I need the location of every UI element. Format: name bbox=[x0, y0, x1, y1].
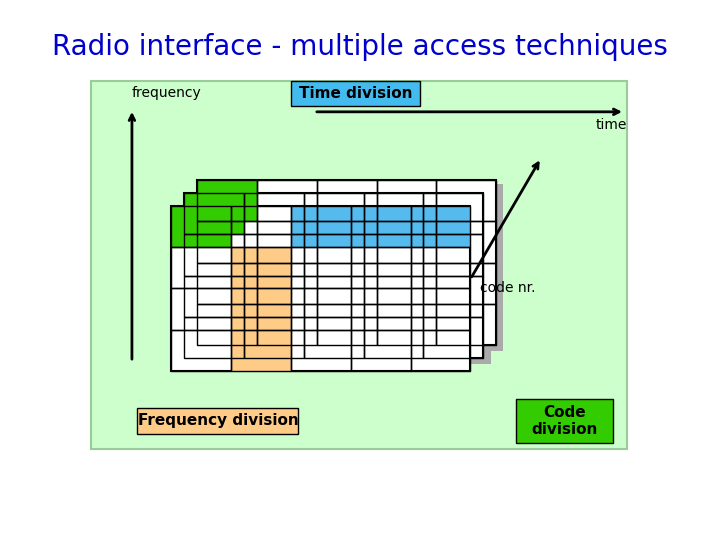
Bar bbox=[188, 197, 490, 364]
Bar bbox=[197, 221, 257, 262]
Bar bbox=[171, 206, 231, 247]
Bar bbox=[231, 206, 291, 247]
Bar bbox=[423, 275, 483, 317]
Bar bbox=[244, 317, 304, 358]
Bar bbox=[351, 288, 410, 330]
Bar bbox=[317, 221, 377, 262]
Bar bbox=[317, 304, 377, 346]
Bar bbox=[257, 180, 317, 221]
Bar bbox=[184, 234, 244, 275]
Bar bbox=[351, 206, 410, 247]
Bar bbox=[197, 304, 257, 346]
Bar bbox=[257, 221, 317, 262]
Bar bbox=[257, 304, 317, 346]
Bar bbox=[291, 247, 351, 288]
Bar bbox=[377, 304, 436, 346]
Bar bbox=[171, 206, 470, 371]
Bar bbox=[257, 262, 317, 304]
Bar bbox=[184, 275, 244, 317]
Text: frequency: frequency bbox=[132, 86, 202, 100]
Text: Frequency division: Frequency division bbox=[138, 413, 298, 428]
Bar bbox=[351, 330, 410, 371]
FancyBboxPatch shape bbox=[138, 408, 298, 434]
Bar bbox=[244, 234, 304, 275]
Bar bbox=[231, 247, 291, 288]
Bar bbox=[231, 288, 291, 330]
Bar bbox=[410, 206, 470, 247]
Bar bbox=[436, 262, 496, 304]
Bar bbox=[423, 193, 483, 234]
Bar bbox=[410, 288, 470, 330]
Bar bbox=[304, 317, 364, 358]
Bar bbox=[171, 206, 231, 247]
Bar bbox=[436, 221, 496, 262]
Bar bbox=[364, 193, 423, 234]
Bar bbox=[231, 247, 291, 288]
FancyBboxPatch shape bbox=[516, 399, 613, 443]
Bar bbox=[304, 193, 364, 234]
Bar bbox=[244, 193, 304, 234]
Bar bbox=[231, 330, 291, 371]
Bar bbox=[436, 304, 496, 346]
Bar bbox=[201, 184, 503, 351]
Bar bbox=[377, 180, 436, 221]
Bar bbox=[377, 221, 436, 262]
Text: time: time bbox=[595, 118, 626, 132]
Bar bbox=[304, 275, 364, 317]
Bar bbox=[231, 288, 291, 330]
Bar bbox=[364, 275, 423, 317]
Bar bbox=[231, 330, 291, 371]
Bar bbox=[184, 193, 244, 234]
Bar bbox=[423, 234, 483, 275]
Text: Code
division: Code division bbox=[531, 404, 598, 437]
Bar bbox=[291, 206, 351, 247]
Bar bbox=[410, 206, 470, 247]
Bar bbox=[317, 180, 377, 221]
Bar bbox=[184, 317, 244, 358]
Bar bbox=[184, 193, 244, 234]
Bar bbox=[351, 247, 410, 288]
Bar bbox=[364, 234, 423, 275]
Bar bbox=[291, 206, 351, 247]
Bar bbox=[351, 206, 410, 247]
FancyBboxPatch shape bbox=[291, 80, 420, 106]
Bar bbox=[171, 288, 231, 330]
Text: code nr.: code nr. bbox=[480, 281, 535, 295]
Bar bbox=[377, 262, 436, 304]
Bar bbox=[410, 330, 470, 371]
Bar bbox=[317, 262, 377, 304]
Bar bbox=[423, 317, 483, 358]
Bar bbox=[171, 330, 231, 371]
Bar bbox=[197, 180, 496, 346]
Bar bbox=[304, 234, 364, 275]
FancyBboxPatch shape bbox=[91, 82, 626, 449]
Text: Radio interface - multiple access techniques: Radio interface - multiple access techni… bbox=[52, 33, 668, 62]
Bar bbox=[184, 193, 483, 358]
Bar bbox=[197, 180, 257, 221]
Bar bbox=[244, 275, 304, 317]
Bar bbox=[410, 247, 470, 288]
Text: Time division: Time division bbox=[299, 86, 412, 101]
Bar bbox=[364, 317, 423, 358]
Bar bbox=[171, 247, 231, 288]
Bar bbox=[291, 330, 351, 371]
Bar bbox=[291, 288, 351, 330]
Bar bbox=[436, 180, 496, 221]
Bar bbox=[197, 180, 257, 221]
Bar bbox=[197, 262, 257, 304]
